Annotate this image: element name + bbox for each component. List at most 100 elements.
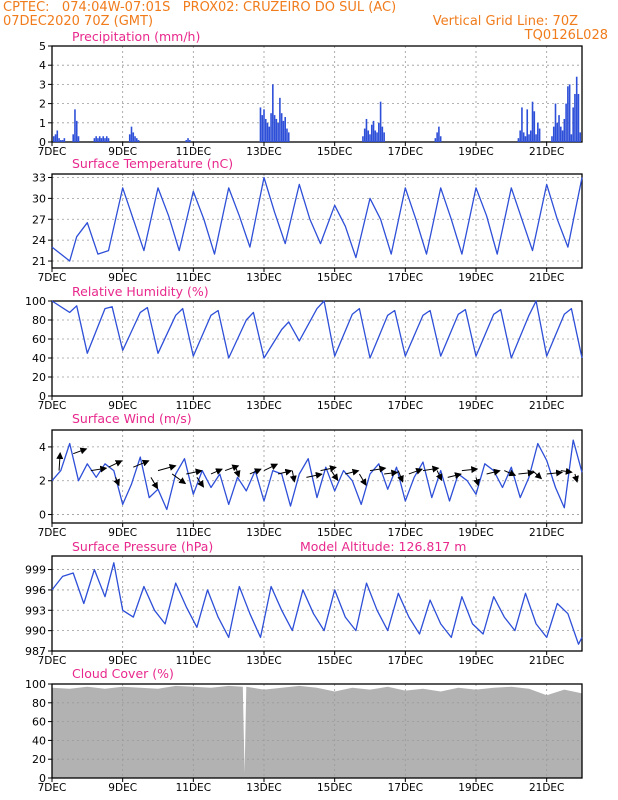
wind-vector-arrow bbox=[532, 470, 543, 480]
precip-xtick-label: 15DEC bbox=[317, 146, 352, 158]
temp-xtick-label: 7DEC bbox=[38, 272, 67, 284]
humidity-ytick-label: 20 bbox=[32, 371, 46, 384]
precip-bar bbox=[72, 134, 74, 142]
cloud-ytick-label: 60 bbox=[32, 716, 46, 729]
precip-bar bbox=[537, 122, 539, 142]
pressure-panel: 987 990 993 996 999 7DEC 9DEC 11DEC 13DEC 15DEC 17… bbox=[25, 555, 583, 667]
precip-bar bbox=[261, 115, 264, 142]
precip-bar bbox=[282, 120, 285, 142]
pressure-xtick-label: 19DEC bbox=[458, 655, 493, 667]
precip-bar bbox=[563, 118, 566, 142]
precip-bar bbox=[521, 107, 523, 142]
pressure-xtick-label: 9DEC bbox=[108, 655, 137, 667]
precip-bar bbox=[383, 132, 385, 142]
humidity-xtick-label: 13DEC bbox=[246, 400, 281, 412]
cloud-xtick-label: 7DEC bbox=[38, 782, 67, 794]
precip-bar bbox=[374, 130, 377, 142]
temp-ytick-label: 33 bbox=[32, 171, 46, 184]
wind-vector-arrow bbox=[358, 473, 367, 487]
precip-bar bbox=[522, 132, 525, 142]
cloud-xtick-label: 19DEC bbox=[458, 782, 493, 794]
precip-bar bbox=[264, 118, 267, 142]
wind-ytick-label: 0 bbox=[39, 509, 46, 522]
precip-bar bbox=[134, 136, 136, 142]
precip-bar bbox=[556, 122, 559, 142]
precip-bar bbox=[570, 134, 573, 142]
header-model-id: TQ0126L028 bbox=[524, 28, 608, 43]
precip-bar bbox=[104, 138, 106, 142]
humidity-xtick-label: 7DEC bbox=[38, 400, 67, 412]
precip-ytick-label: 0 bbox=[39, 136, 46, 149]
precip-bar bbox=[362, 136, 364, 142]
wind-vector-arrow bbox=[90, 465, 108, 473]
pressure-title: Surface Pressure (hPa) bbox=[72, 539, 214, 554]
temp-xtick-label: 9DEC bbox=[108, 272, 137, 284]
precip-bar bbox=[136, 138, 138, 142]
precip-xtick-label: 19DEC bbox=[458, 146, 493, 158]
wind-vector-arrow bbox=[210, 468, 223, 475]
wind-vector-arrow bbox=[186, 468, 203, 476]
cloud-title: Cloud Cover (%) bbox=[72, 666, 174, 681]
wind-vector-arrow bbox=[397, 470, 404, 483]
pressure-frame bbox=[51, 555, 583, 652]
precip-xtick-label: 9DEC bbox=[108, 146, 137, 158]
wind-vector-arrow bbox=[384, 469, 399, 477]
pressure-ytick-label: 999 bbox=[25, 564, 46, 577]
cloud-ytick-label: 0 bbox=[39, 772, 46, 785]
pressure-line bbox=[51, 562, 583, 645]
precip-bar bbox=[577, 94, 580, 142]
precip-bar bbox=[363, 128, 366, 142]
wind-vector-arrow bbox=[171, 473, 187, 485]
wind-vector-arrow bbox=[504, 469, 517, 477]
precip-bar bbox=[560, 126, 562, 142]
pressure-xtick-label: 11DEC bbox=[176, 655, 211, 667]
cloud-xtick-label: 21DEC bbox=[529, 782, 564, 794]
humidity-ytick-label: 80 bbox=[32, 314, 46, 327]
precip-bar bbox=[436, 132, 438, 142]
wind-xtick-label: 21DEC bbox=[529, 527, 564, 539]
humidity-ytick-label: 100 bbox=[25, 295, 46, 308]
precip-bar bbox=[379, 101, 382, 142]
precip-bar bbox=[54, 134, 57, 142]
pressure-ytick-label: 987 bbox=[25, 645, 46, 658]
precip-bar bbox=[378, 122, 380, 142]
wind-vector-arrow bbox=[306, 471, 323, 479]
precip-bar bbox=[52, 136, 55, 142]
humidity-ytick-label: 40 bbox=[32, 352, 46, 365]
precip-ytick-label: 1 bbox=[39, 117, 46, 130]
pressure-xtick-label: 15DEC bbox=[317, 655, 352, 667]
precip-bar bbox=[376, 132, 378, 142]
precip-bar bbox=[97, 138, 99, 142]
wind-xtick-label: 9DEC bbox=[108, 527, 137, 539]
wind-vector-arrow bbox=[408, 467, 424, 475]
humidity-xtick-label: 15DEC bbox=[317, 400, 352, 412]
precip-bar bbox=[102, 136, 105, 142]
precip-bar bbox=[75, 120, 78, 142]
wind-panel: 0 2 4 7DEC 9DEC 11DEC 13DEC 15DEC 17DEC 19DEC 21DE… bbox=[38, 429, 583, 539]
cloud-panel: 0 20 40 60 80 100 7DEC 9DEC 11DEC 13DEC 15DEC 17DEC… bbox=[25, 678, 583, 794]
humidity-ytick-label: 0 bbox=[39, 390, 46, 403]
precip-bar bbox=[61, 140, 64, 142]
temp-xtick-label: 13DEC bbox=[246, 272, 281, 284]
precip-bar bbox=[275, 118, 278, 142]
wind-vector-arrow bbox=[196, 477, 205, 488]
precip-xtick-label: 7DEC bbox=[38, 146, 67, 158]
precip-bar bbox=[132, 132, 135, 142]
precip-bar bbox=[535, 134, 537, 142]
precip-bar bbox=[575, 76, 578, 142]
precip-ytick-label: 3 bbox=[39, 78, 46, 91]
wind-xtick-label: 17DEC bbox=[388, 527, 423, 539]
wind-vector-arrow bbox=[224, 464, 240, 472]
precip-bar bbox=[561, 130, 564, 142]
wind-vector-arrow bbox=[560, 467, 573, 475]
wind-vector-arrow bbox=[330, 470, 339, 482]
precip-xtick-label: 21DEC bbox=[529, 146, 564, 158]
humidity-xtick-label: 21DEC bbox=[529, 400, 564, 412]
precip-bar bbox=[517, 138, 520, 142]
humidity-panel: 0 20 40 60 80 100 7DEC 9DEC 11DEC 13DEC 15DEC 17DEC… bbox=[25, 295, 583, 412]
precip-bar bbox=[270, 113, 272, 142]
precip-bar bbox=[370, 124, 373, 142]
precip-bar bbox=[266, 122, 269, 142]
wind-vector-arrow bbox=[133, 459, 150, 468]
